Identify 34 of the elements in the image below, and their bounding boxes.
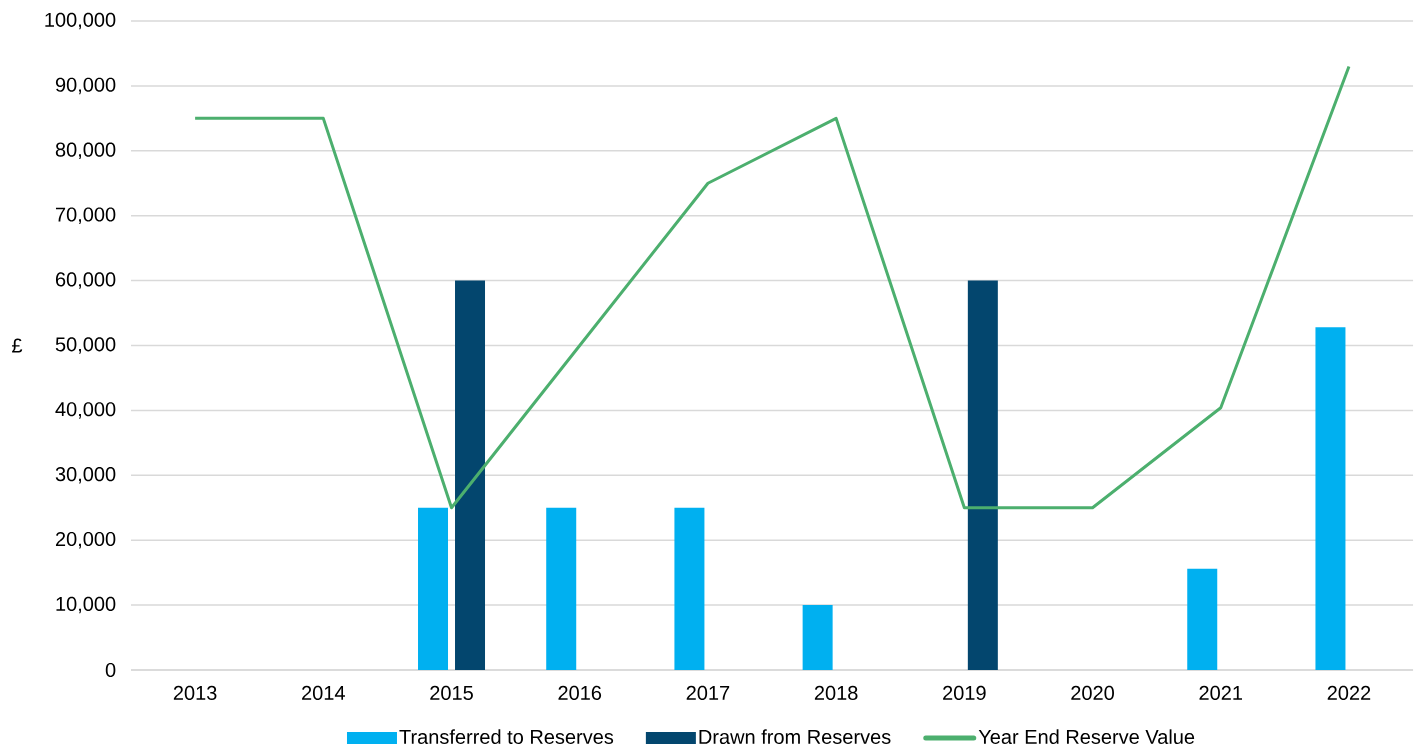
x-tick-label: 2021 [1199, 685, 1243, 701]
y-tick-label: 50,000 [55, 337, 116, 354]
legend-label: Transferred to Reserves [399, 729, 614, 744]
y-tick-label: 20,000 [55, 531, 116, 549]
y-tick-label: 0 [105, 662, 116, 678]
bar [546, 507, 577, 670]
bar [418, 507, 449, 670]
y-tick-label: 10,000 [56, 596, 116, 614]
y-tick-label: 40,000 [55, 402, 116, 419]
x-tick-label: 2019 [943, 685, 986, 701]
x-tick-label: 2017 [686, 685, 730, 701]
x-tick-label: 2020 [1071, 685, 1114, 701]
y-tick-label: 90,000 [55, 77, 116, 95]
bar [674, 507, 705, 670]
x-tick-label: 2015 [430, 685, 473, 701]
bar [802, 605, 833, 670]
x-tick-label: 2016 [558, 685, 602, 701]
x-tick-label: 2013 [173, 685, 217, 701]
y-axis-title: £ [12, 338, 23, 353]
y-tick-label: 60,000 [55, 272, 116, 289]
legend-label: Year End Reserve Value [978, 729, 1195, 744]
y-tick-label: 70,000 [55, 207, 116, 224]
bar [455, 280, 486, 670]
x-tick-label: 2018 [814, 685, 858, 701]
legend-label: Drawn from Reserves [699, 729, 891, 744]
bar [1315, 327, 1346, 670]
bar [1187, 568, 1218, 670]
y-tick-label: 100,000 [45, 12, 116, 30]
bar [967, 280, 998, 670]
x-tick-label: 2014 [302, 685, 345, 701]
y-tick-label: 80,000 [55, 142, 116, 160]
y-tick-label: 30,000 [55, 467, 116, 484]
line-series [193, 64, 1351, 510]
x-tick-label: 2022 [1327, 685, 1371, 701]
